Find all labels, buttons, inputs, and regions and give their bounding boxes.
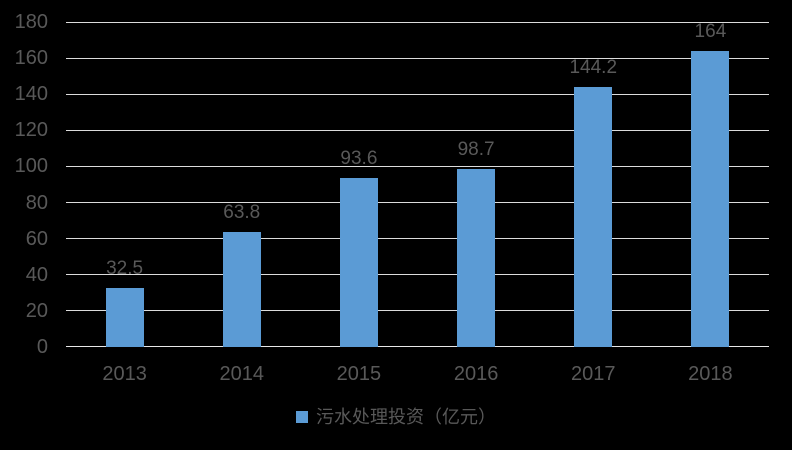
data-label-2014: 63.8 (223, 201, 261, 223)
data-label-2015: 93.6 (340, 148, 378, 169)
x-tick-label-2016: 2016 (453, 363, 499, 385)
gridline-160 (66, 57, 769, 59)
y-tick-label-120: 120 (14, 119, 48, 142)
data-label-2017: 144.2 (569, 56, 618, 78)
gridline-80 (66, 202, 769, 204)
gridline-180 (66, 21, 769, 23)
bar-2016 (457, 168, 496, 347)
bar-2015 (339, 178, 378, 347)
gridline-140 (66, 93, 769, 95)
bar-2014 (222, 231, 261, 347)
data-label-2013: 32.5 (106, 258, 144, 280)
y-tick-label-160: 160 (14, 47, 48, 70)
gridline-40 (66, 274, 769, 276)
gridline-120 (66, 129, 769, 131)
plot-area: 32.5 2013 63.8 2014 93.6 2015 98.7 2016 144.2 201… (66, 20, 769, 384)
bar-2018 (691, 50, 730, 347)
y-tick-label-0: 0 (36, 336, 48, 358)
gridline-20 (66, 310, 769, 312)
bar-2017 (574, 86, 613, 347)
legend-color-swatch (296, 411, 308, 423)
x-tick-label-2017: 2017 (571, 363, 616, 385)
legend: 污水处理投资（亿元） (0, 406, 792, 428)
y-tick-label-40: 40 (25, 263, 48, 286)
y-tick-label-180: 180 (14, 11, 48, 33)
legend-label: 污水处理投资（亿元） (316, 407, 496, 427)
data-label-2016: 98.7 (457, 138, 495, 160)
gridline-100 (66, 165, 769, 167)
x-tick-label-2018: 2018 (688, 363, 733, 385)
x-tick-label-2013: 2013 (102, 363, 147, 385)
y-tick-label-100: 100 (14, 155, 48, 178)
y-tick-label-140: 140 (14, 83, 48, 106)
x-axis-line (66, 346, 769, 347)
x-tick-label-2014: 2014 (219, 363, 265, 385)
data-label-2018: 164 (694, 20, 727, 42)
bar-2013 (105, 288, 144, 347)
x-tick-label-2015: 2015 (336, 363, 382, 385)
y-tick-label-80: 80 (25, 191, 48, 214)
y-tick-label-20: 20 (25, 299, 48, 322)
y-tick-label-60: 60 (25, 227, 48, 250)
gridline-60 (66, 238, 769, 240)
